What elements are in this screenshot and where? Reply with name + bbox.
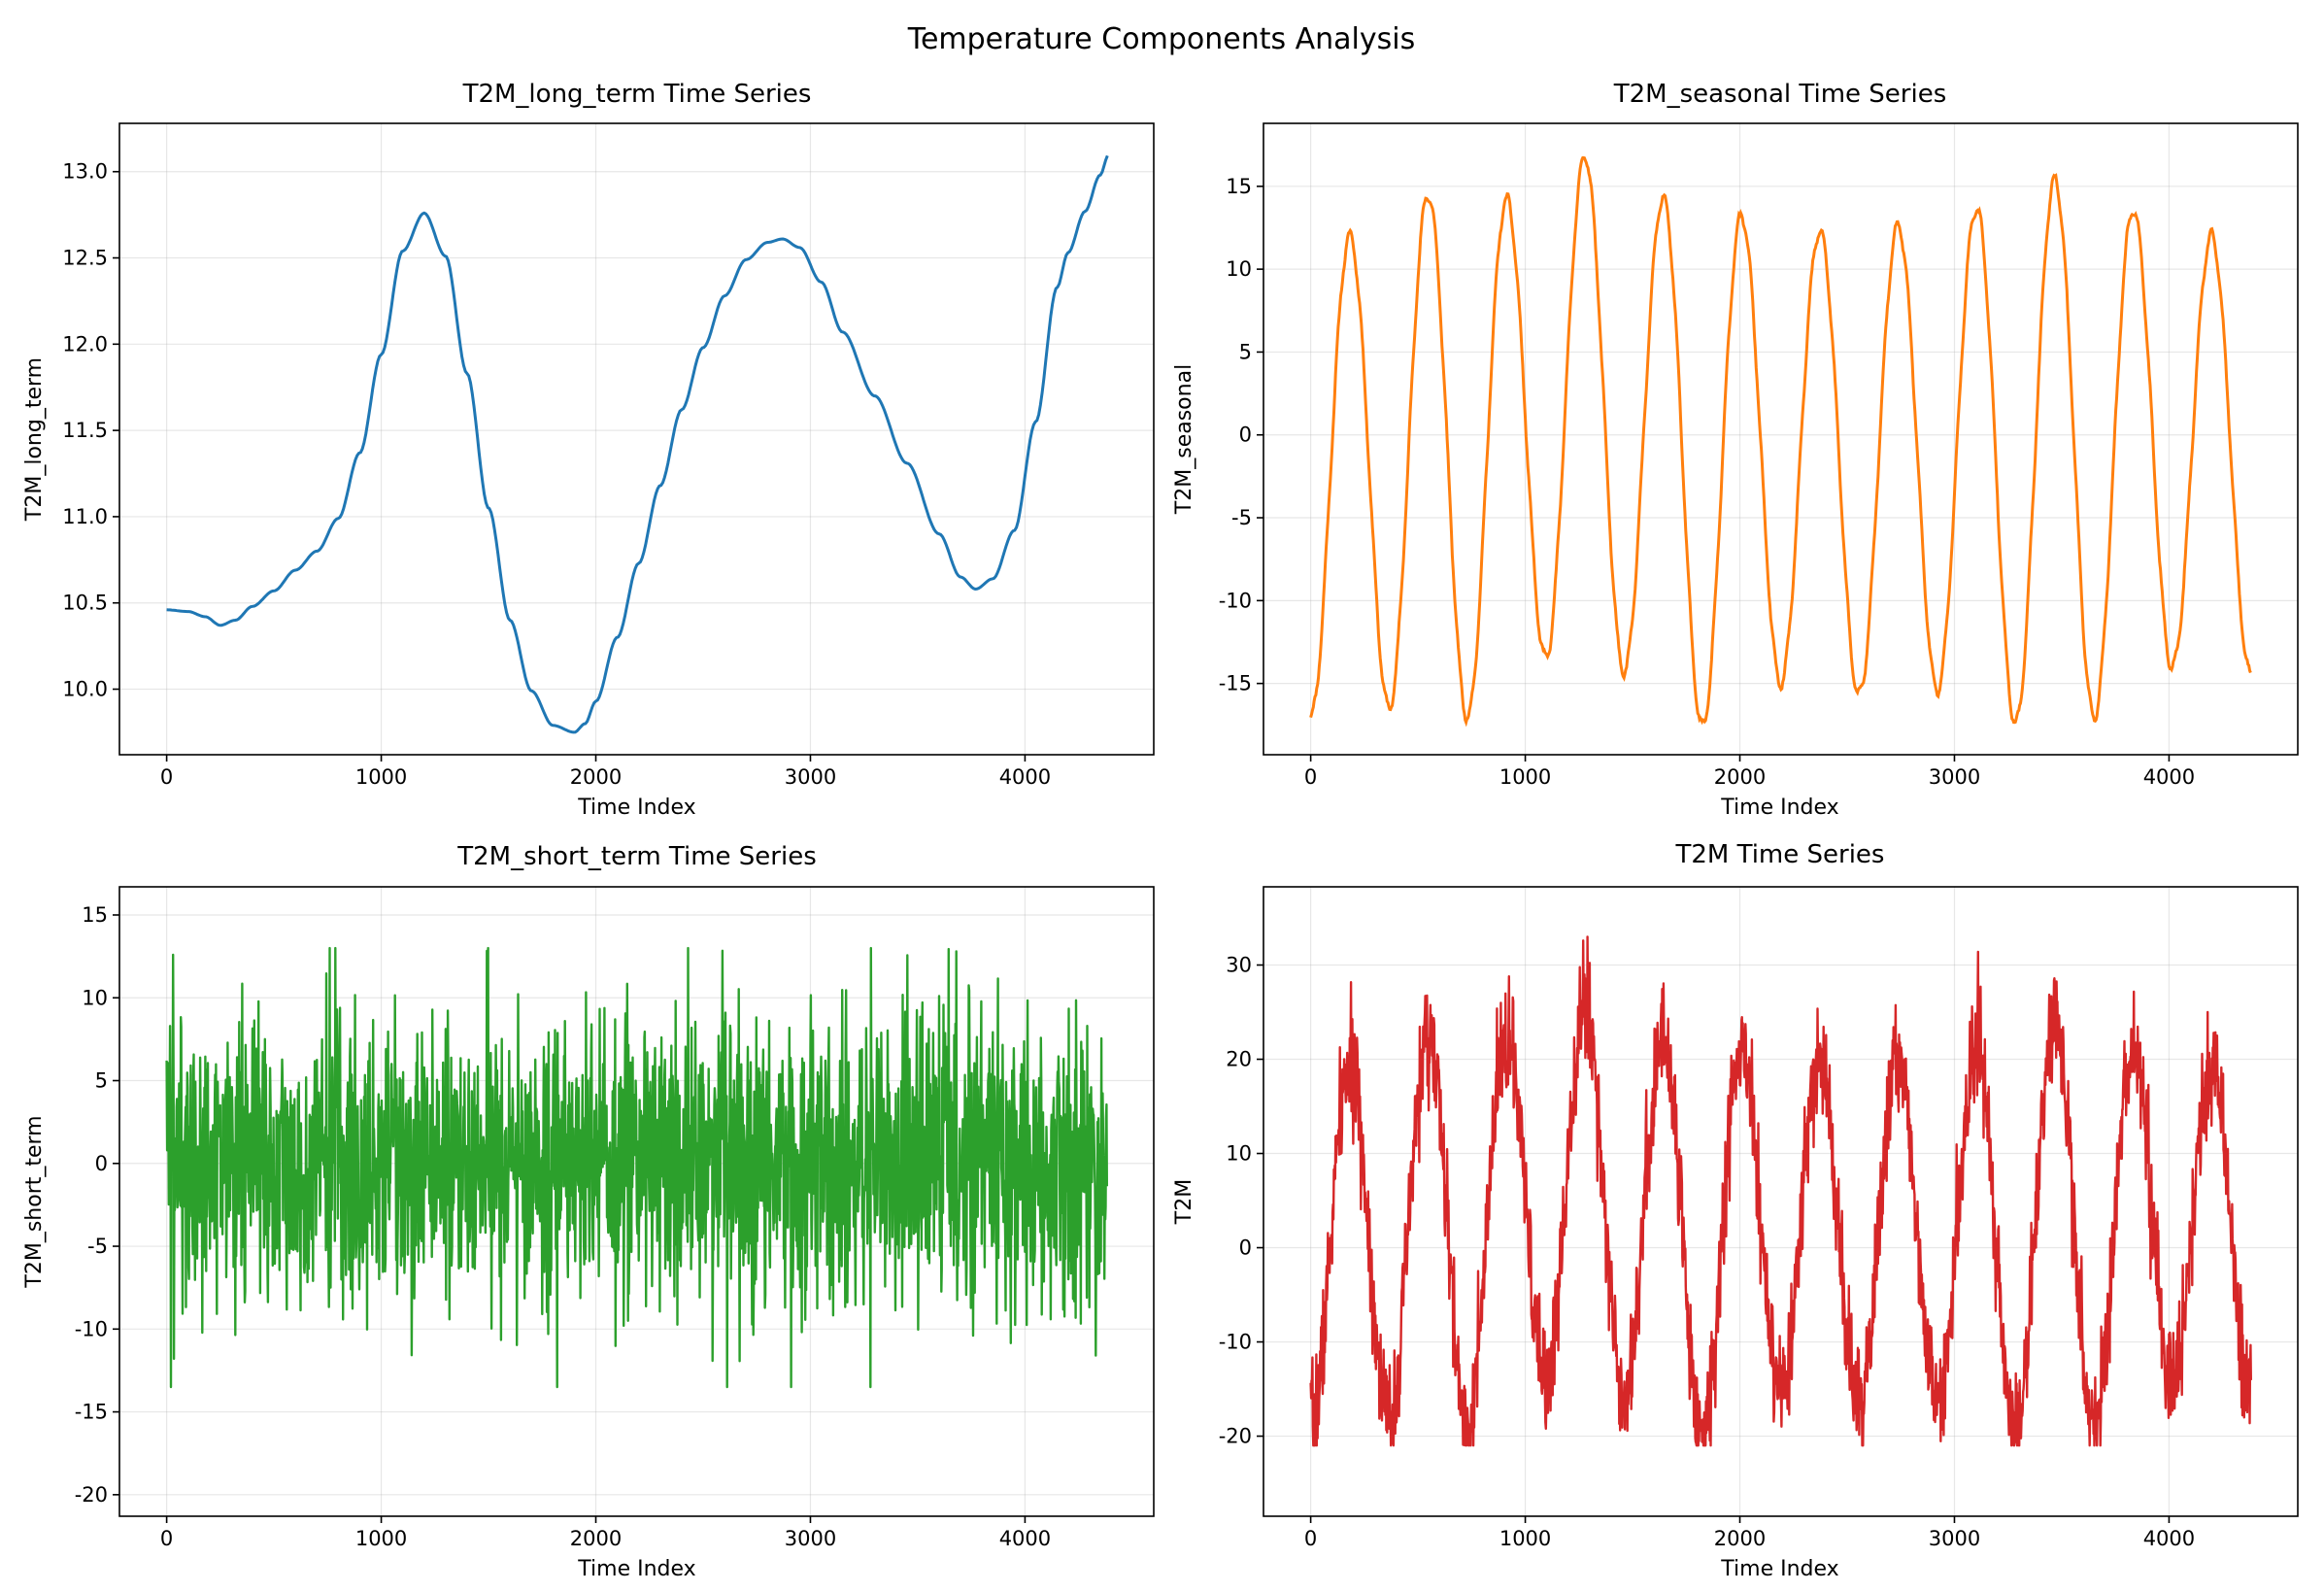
- subplot-t2m: T2M Time Series 0 1000 2000 3000 4000 -20 -10 0…: [1172, 840, 2299, 1581]
- x-tick-label: 2000: [1714, 1527, 1766, 1550]
- subplot-short-term: T2M_short_term Time Series 0 1000 2000 3000…: [22, 842, 1155, 1581]
- plot-frame: [1263, 886, 2299, 1517]
- long-term-line: [166, 154, 1109, 734]
- x-tick-label: 1000: [1499, 765, 1551, 789]
- x-tick-label: 3000: [785, 765, 836, 789]
- subplot-seasonal: T2M_seasonal Time Series 0 1000 2000 3000 40…: [1172, 80, 2299, 820]
- y-axis-label: T2M_short_term: [22, 1115, 47, 1288]
- y-tick-label: -5: [87, 1235, 108, 1258]
- subplot-title: T2M Time Series: [1675, 840, 1885, 869]
- x-axis-label: Time Index: [1720, 796, 1838, 820]
- x-tick-label: 4000: [999, 1527, 1051, 1550]
- x-tick-label: 1000: [355, 765, 407, 789]
- x-tick-label: 0: [1304, 1527, 1317, 1550]
- y-tick-label: -20: [1219, 1425, 1252, 1448]
- y-tick-label: 15: [1226, 175, 1252, 198]
- x-tick-label: 3000: [1929, 765, 1980, 789]
- subplot-title: T2M_long_term Time Series: [462, 80, 812, 109]
- figure-suptitle: Temperature Components Analysis: [907, 22, 1416, 56]
- x-tick-label: 2000: [570, 765, 622, 789]
- x-tick-label: 1000: [1499, 1527, 1551, 1550]
- x-axis-label: Time Index: [577, 1557, 695, 1581]
- x-tick-label: 2000: [1714, 765, 1766, 789]
- x-tick-label: 4000: [2143, 1527, 2195, 1550]
- short-term-line: [165, 946, 1108, 1389]
- y-tick-label: 12.5: [62, 247, 108, 270]
- y-tick-label: 10.5: [62, 592, 108, 615]
- x-tick-label: 3000: [1929, 1527, 1980, 1550]
- x-axis-label: Time Index: [1720, 1557, 1838, 1581]
- y-axis-label: T2M: [1172, 1179, 1196, 1225]
- y-tick-label: 10: [1226, 1142, 1252, 1166]
- y-tick-label: -15: [1219, 672, 1252, 695]
- subplot-title: T2M_short_term Time Series: [456, 842, 817, 871]
- x-axis-label: Time Index: [577, 796, 695, 820]
- y-axis-label: T2M_long_term: [22, 357, 47, 522]
- y-tick-label: 11.0: [62, 505, 108, 528]
- y-tick-label: 13.0: [62, 160, 108, 184]
- y-tick-label: -10: [75, 1317, 108, 1340]
- y-tick-label: 0: [1239, 423, 1252, 447]
- x-tick-label: 0: [160, 765, 173, 789]
- y-tick-label: 5: [1239, 340, 1252, 363]
- y-axis-label: T2M_seasonal: [1172, 364, 1196, 515]
- y-tick-label: -10: [1219, 589, 1252, 612]
- y-tick-label: 20: [1226, 1048, 1252, 1071]
- y-tick-label: 15: [82, 903, 108, 927]
- y-tick-label: 10.0: [62, 678, 108, 701]
- subplot-title: T2M_seasonal Time Series: [1613, 80, 1947, 109]
- y-tick-label: 5: [95, 1069, 108, 1093]
- y-tick-label: 11.5: [62, 419, 108, 442]
- plot-frame: [118, 886, 1155, 1517]
- y-tick-label: 10: [1226, 257, 1252, 281]
- x-tick-label: 4000: [999, 765, 1051, 789]
- y-tick-label: 10: [82, 986, 108, 1009]
- y-tick-label: 0: [1239, 1236, 1252, 1260]
- x-tick-label: 1000: [355, 1527, 407, 1550]
- plot-frame: [118, 122, 1155, 756]
- x-tick-label: 0: [160, 1527, 173, 1550]
- y-tick-label: -10: [1219, 1331, 1252, 1354]
- y-tick-label: -15: [75, 1401, 108, 1424]
- t2m-line: [1309, 935, 2252, 1447]
- plot-frame: [1263, 122, 2299, 756]
- x-tick-label: 0: [1304, 765, 1317, 789]
- seasonal-line: [1309, 155, 2252, 728]
- y-tick-label: -5: [1231, 506, 1252, 529]
- subplot-long-term: T2M_long_term Time Series 0 1000 2000 3000 4…: [22, 80, 1155, 820]
- y-tick-label: 12.0: [62, 332, 108, 356]
- x-tick-label: 4000: [2143, 765, 2195, 789]
- y-tick-label: 0: [95, 1152, 108, 1175]
- x-tick-label: 2000: [570, 1527, 622, 1550]
- y-tick-label: 30: [1226, 954, 1252, 977]
- x-tick-label: 3000: [785, 1527, 836, 1550]
- y-tick-label: -20: [75, 1483, 108, 1507]
